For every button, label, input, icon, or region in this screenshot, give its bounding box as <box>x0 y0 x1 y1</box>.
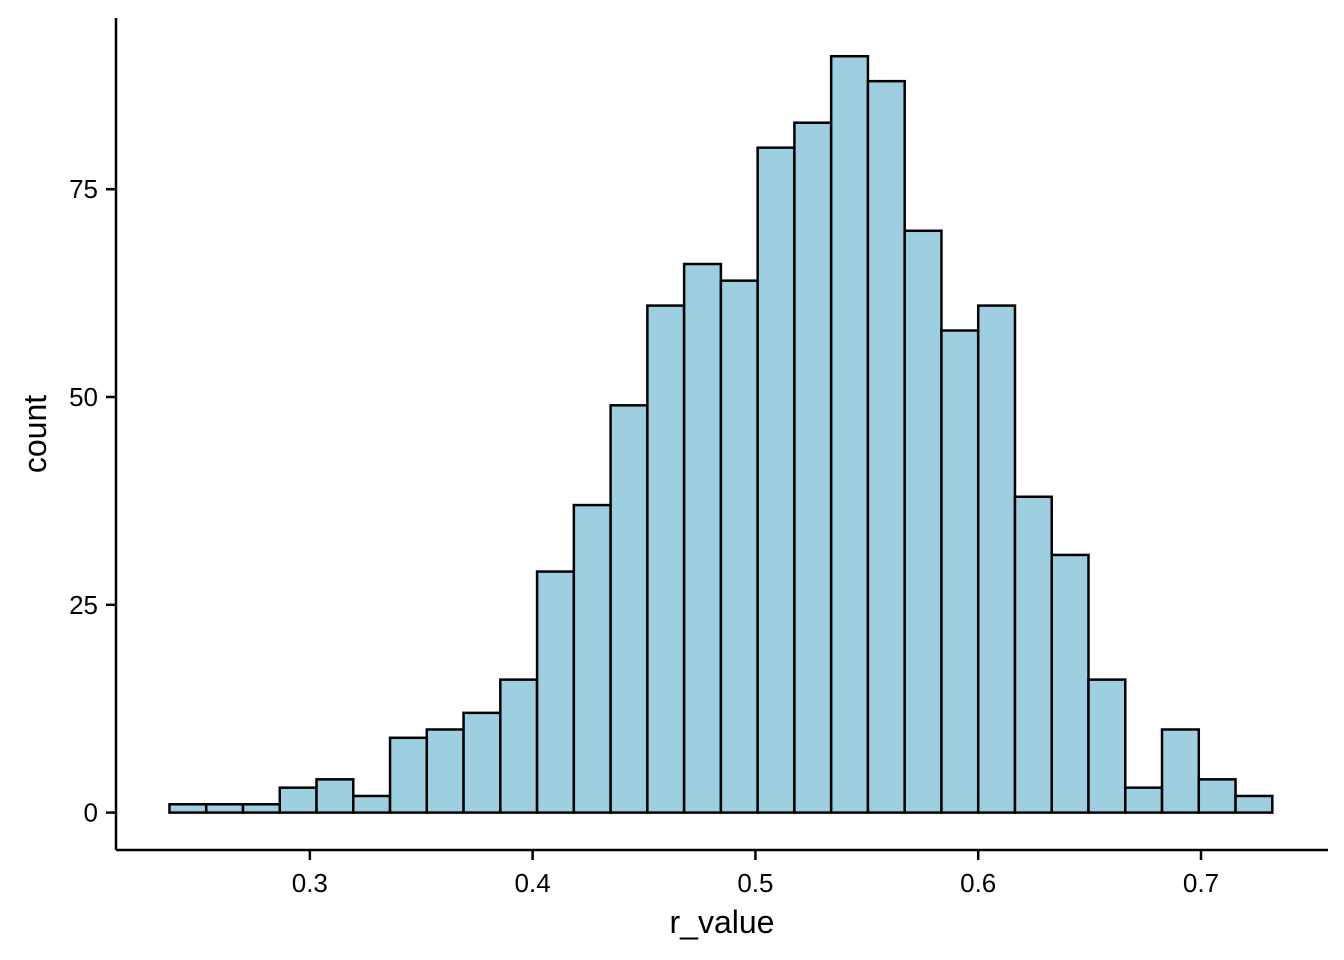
histogram-bar <box>204 803 245 814</box>
histogram-bar <box>388 736 429 814</box>
bars <box>168 54 1274 814</box>
y-axis-title: count <box>17 395 53 473</box>
histogram-bar <box>793 121 833 814</box>
histogram-bar <box>1050 553 1090 814</box>
histogram-bar <box>1197 778 1237 814</box>
histogram-bar <box>315 778 355 814</box>
histogram-bar <box>278 786 318 814</box>
histogram-bar <box>1234 794 1274 814</box>
histogram-bar <box>903 229 943 814</box>
y-tick-label: 0 <box>84 798 98 828</box>
histogram-bar <box>1160 728 1201 814</box>
y-tick-label: 50 <box>69 382 98 412</box>
histogram-bar <box>241 803 282 814</box>
histogram-bar <box>609 404 649 814</box>
x-tick-label: 0.3 <box>292 868 328 898</box>
histogram-bar <box>499 678 539 814</box>
histogram-bar <box>462 711 502 814</box>
histogram-bar <box>1087 678 1127 814</box>
histogram-bar <box>756 146 796 814</box>
histogram-bar <box>866 79 906 814</box>
histogram-bar <box>352 794 392 814</box>
histogram-bar <box>1013 495 1053 814</box>
histogram-bar <box>976 304 1017 814</box>
y-tick-label: 75 <box>69 174 98 204</box>
histogram-bar <box>168 803 208 814</box>
x-tick-label: 0.5 <box>737 868 773 898</box>
x-tick-label: 0.7 <box>1183 868 1219 898</box>
y-ticks: 0 25 50 75 <box>69 174 116 828</box>
x-tick-label: 0.4 <box>515 868 551 898</box>
histogram-bar <box>719 279 759 814</box>
x-tick-label: 0.6 <box>960 868 996 898</box>
x-ticks: 0.3 0.4 0.5 0.6 0.7 <box>292 850 1219 898</box>
histogram-bar <box>425 728 465 814</box>
x-axis-title: r_value <box>670 904 775 940</box>
histogram-bar <box>646 304 686 814</box>
y-tick-label: 25 <box>69 590 98 620</box>
histogram-bar <box>535 570 576 814</box>
histogram-bar <box>940 329 980 814</box>
histogram-bar <box>829 54 870 814</box>
histogram-bar <box>682 262 723 814</box>
histogram-bar <box>572 503 612 814</box>
histogram-bar <box>1124 786 1164 814</box>
